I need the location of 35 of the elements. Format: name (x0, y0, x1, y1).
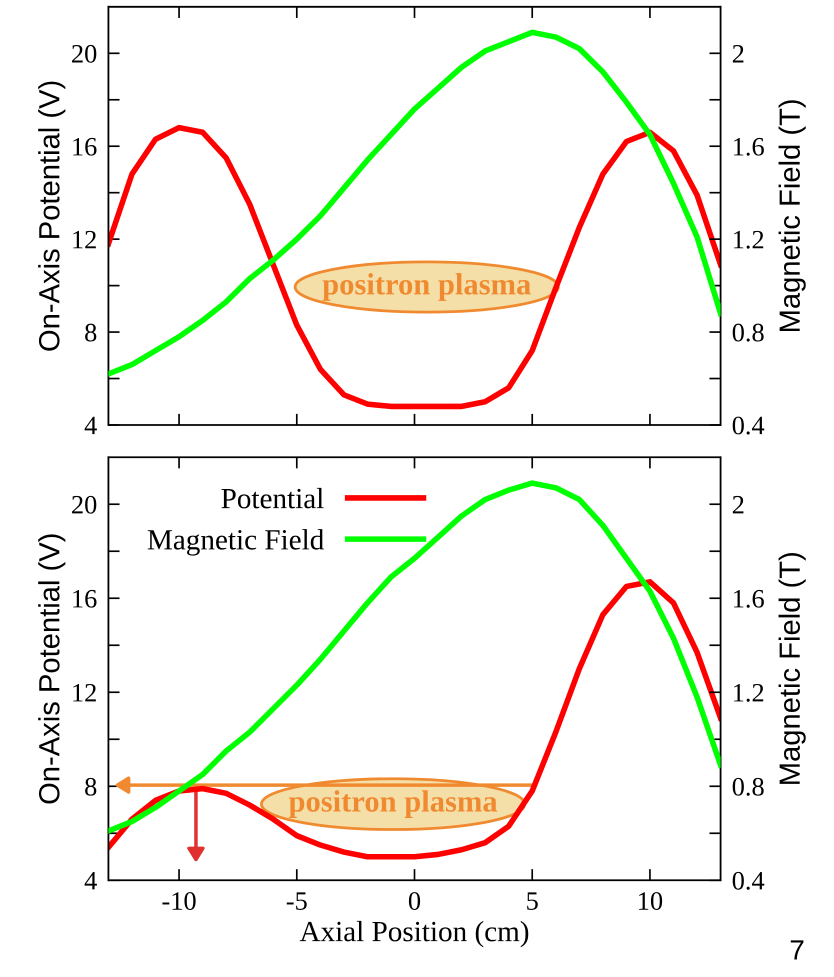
y2-tick-label: 1.2 (734, 230, 764, 249)
y2-axis-title: Magnetic Field (T) (778, 100, 806, 332)
y-tick-label: 12 (73, 230, 96, 248)
y-tick-label: 16 (73, 138, 97, 156)
y-tick-label: 16 (73, 590, 97, 608)
y-axis-title: On-Axis Potential (V) (38, 534, 66, 804)
annotation: positron plasma (322, 273, 531, 301)
y2-tick-label: 1.6 (734, 138, 764, 156)
x-tick-label: 0 (408, 892, 420, 910)
x-tick-label: 10 (639, 892, 662, 910)
y-tick-label: 20 (72, 44, 96, 63)
y-tick-label: 4 (84, 416, 97, 434)
y2-tick-label: 0.4 (732, 416, 764, 435)
y2-axis-title: Magnetic Field (T) (778, 553, 806, 784)
y-axis-title: On-Axis Potential (V) (38, 82, 66, 351)
y2-tick-label: 0.8 (732, 324, 764, 342)
x-tick-label: -5 (286, 892, 307, 910)
x-tick-label: -10 (162, 892, 196, 910)
y2-tick-label: 0.8 (732, 778, 764, 796)
y2-tick-label: 1.6 (734, 590, 764, 608)
x-tick-label: 5 (527, 892, 538, 910)
y2-tick-label: 1.2 (734, 684, 764, 702)
legend-label: Potential (221, 488, 324, 508)
y-tick-label: 8 (85, 778, 96, 796)
y-tick-label: 4 (84, 872, 97, 890)
text: 7 (790, 940, 804, 960)
x-axis-title: Axial Position (cm) (300, 920, 528, 948)
y-tick-label: 20 (72, 496, 96, 514)
annotation: positron plasma (288, 790, 498, 818)
y-tick-label: 8 (85, 324, 96, 342)
legend-label: Magnetic Field (148, 529, 324, 556)
y2-tick-label: 2 (732, 44, 744, 62)
y2-tick-label: 2 (732, 496, 744, 514)
y-tick-label: 12 (73, 684, 96, 702)
y2-tick-label: 0.4 (732, 872, 764, 890)
